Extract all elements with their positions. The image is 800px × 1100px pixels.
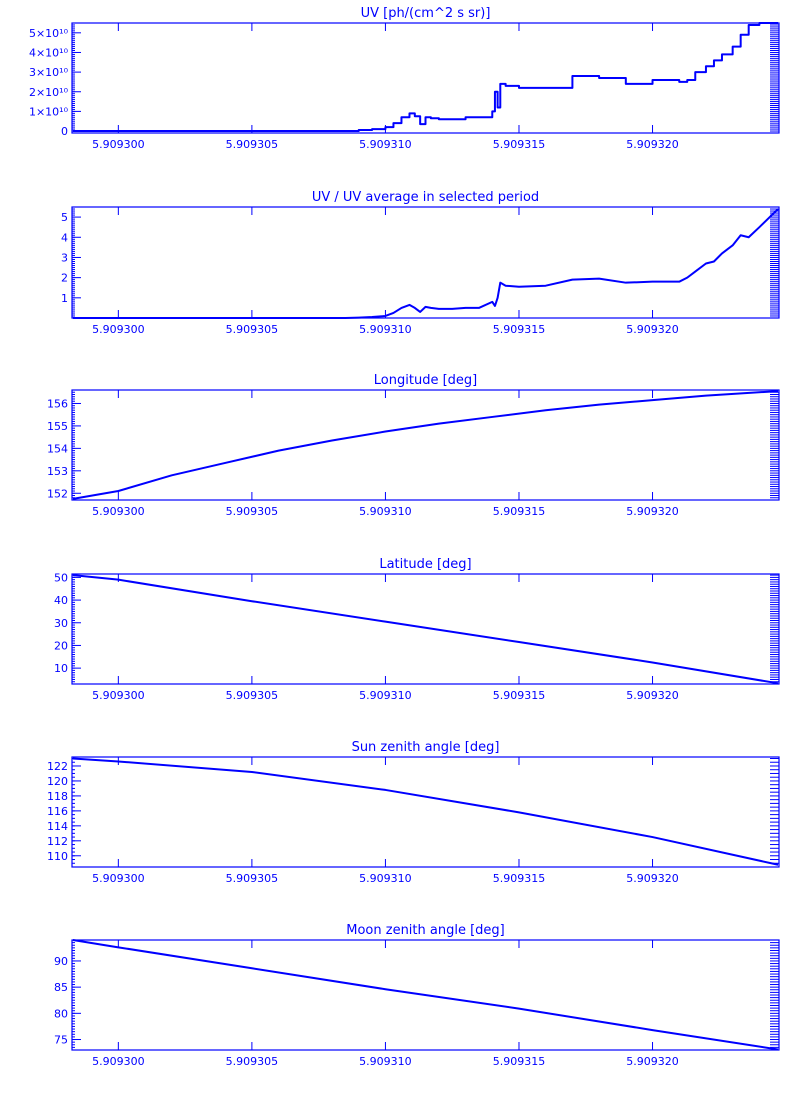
data-series-line — [72, 757, 779, 866]
y-tick-label: 112 — [47, 835, 68, 848]
chart-panel-5: Sun zenith angle [deg] 5.909300 5.909305 5.… — [47, 740, 780, 885]
y-tick-label: 156 — [47, 397, 68, 410]
x-tick-label: 5.909300 — [92, 138, 145, 151]
data-series-line — [72, 22, 779, 133]
chart-panel-1: UV [ph/(cm^2 s sr)] 5.909300 5.909305 5.909… — [29, 6, 780, 151]
plot-frame — [71, 573, 780, 685]
y-tick-label: 1×10¹⁰ — [29, 105, 69, 118]
x-tick-label: 5.909305 — [226, 323, 279, 336]
y-tick-label: 2×10¹⁰ — [29, 86, 69, 99]
x-tick-label: 5.909310 — [359, 505, 412, 518]
x-tick-label: 5.909300 — [92, 323, 145, 336]
y-tick-label: 122 — [47, 760, 68, 773]
y-tick-label: 120 — [47, 775, 68, 788]
x-tick-label: 5.909300 — [92, 872, 145, 885]
y-tick-label: 1 — [61, 292, 68, 305]
y-tick-label: 153 — [47, 465, 68, 478]
x-tick-label: 5.909320 — [626, 872, 679, 885]
x-tick-label: 5.909300 — [92, 505, 145, 518]
x-tick-label: 5.909320 — [626, 138, 679, 151]
y-tick-label: 4×10¹⁰ — [29, 46, 69, 59]
y-tick-label: 116 — [47, 805, 68, 818]
chart-title: UV [ph/(cm^2 s sr)] — [361, 6, 491, 21]
x-tick-label: 5.909315 — [493, 689, 546, 702]
chart-panel-2: UV / UV average in selected period 5.9093… — [61, 190, 780, 336]
x-tick-label: 5.909310 — [359, 1055, 412, 1068]
x-tick-label: 5.909310 — [359, 872, 412, 885]
chart-title: Moon zenith angle [deg] — [346, 923, 504, 938]
y-tick-label: 90 — [54, 955, 68, 968]
plot-frame — [71, 389, 780, 501]
chart-panel-3: Longitude [deg] 5.909300 5.909305 5.909310 5… — [47, 373, 780, 518]
y-tick-label: 5×10¹⁰ — [29, 27, 69, 40]
chart-title: UV / UV average in selected period — [312, 190, 539, 205]
y-tick-label: 0 — [61, 125, 68, 138]
y-tick-label: 3×10¹⁰ — [29, 66, 69, 79]
x-tick-label: 5.909305 — [226, 689, 279, 702]
x-tick-label: 5.909310 — [359, 689, 412, 702]
data-series-line — [72, 390, 779, 500]
y-tick-label: 50 — [54, 571, 68, 584]
y-tick-label: 10 — [54, 662, 68, 675]
data-series-line — [72, 574, 779, 685]
chart-title: Latitude [deg] — [379, 557, 471, 572]
y-tick-label: 154 — [47, 442, 68, 455]
x-tick-label: 5.909305 — [226, 872, 279, 885]
chart-panel-4: Latitude [deg] 5.909300 5.909305 5.909310 5.… — [54, 557, 780, 702]
chart-panel-6: Moon zenith angle [deg] 5.909300 5.909305 5… — [54, 923, 780, 1068]
x-tick-label: 5.909315 — [493, 505, 546, 518]
y-tick-label: 4 — [61, 231, 68, 244]
y-tick-label: 152 — [47, 487, 68, 500]
x-tick-label: 5.909320 — [626, 689, 679, 702]
x-tick-label: 5.909300 — [92, 689, 145, 702]
x-tick-label: 5.909305 — [226, 138, 279, 151]
y-tick-label: 110 — [47, 850, 68, 863]
y-tick-label: 155 — [47, 420, 68, 433]
y-tick-label: 114 — [47, 820, 68, 833]
chart-title: Sun zenith angle [deg] — [352, 740, 500, 755]
x-tick-label: 5.909315 — [493, 323, 546, 336]
chart-title: Longitude [deg] — [374, 373, 477, 388]
plot-frame — [71, 756, 780, 868]
x-tick-label: 5.909310 — [359, 323, 412, 336]
plot-frame — [71, 206, 780, 319]
y-tick-label: 118 — [47, 790, 68, 803]
data-series-line — [72, 208, 779, 319]
y-tick-label: 30 — [54, 617, 68, 630]
x-tick-label: 5.909305 — [226, 1055, 279, 1068]
x-tick-label: 5.909300 — [92, 1055, 145, 1068]
x-tick-label: 5.909315 — [493, 138, 546, 151]
y-tick-label: 75 — [54, 1034, 68, 1047]
y-tick-label: 20 — [54, 639, 68, 652]
y-tick-label: 85 — [54, 981, 68, 994]
y-tick-label: 40 — [54, 594, 68, 607]
y-tick-label: 3 — [61, 251, 68, 264]
x-tick-label: 5.909315 — [493, 872, 546, 885]
data-series-line — [72, 939, 779, 1051]
y-tick-label: 2 — [61, 272, 68, 285]
x-tick-label: 5.909310 — [359, 138, 412, 151]
x-tick-label: 5.909320 — [626, 323, 679, 336]
x-tick-label: 5.909320 — [626, 1055, 679, 1068]
y-tick-label: 80 — [54, 1007, 68, 1020]
x-tick-label: 5.909320 — [626, 505, 679, 518]
x-tick-label: 5.909315 — [493, 1055, 546, 1068]
y-tick-label: 5 — [61, 211, 68, 224]
x-tick-label: 5.909305 — [226, 505, 279, 518]
